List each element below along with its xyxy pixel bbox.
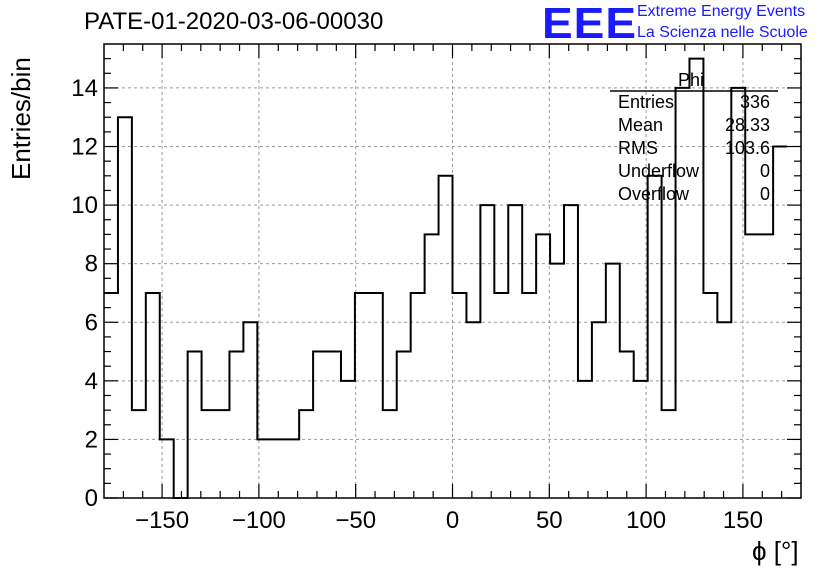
stats-row-value: 103.6 [724,138,770,158]
y-tick-label: 4 [85,368,98,395]
logo-line-1: Extreme Energy Events [637,3,806,20]
axis-ticks [104,44,801,499]
y-tick-label: 2 [85,426,98,453]
stats-row-value: 0 [759,161,770,181]
x-axis-label: ϕ [°] [752,536,799,566]
y-tick-label: 12 [71,134,98,161]
y-tick-label: 6 [85,309,98,336]
x-tick-label: 150 [723,507,763,534]
stats-row-label: Mean [618,115,664,135]
stats-row-label: RMS [618,138,658,158]
y-axis-label: Entries/bin [6,57,36,180]
stats-box-title: Phi [678,70,705,90]
stats-row-label: Overflow [618,184,690,204]
y-tick-label: 8 [85,251,98,278]
x-tick-label: 0 [446,507,459,534]
eee-logo-mark: EEE [542,0,638,48]
stats-row-label: Underflow [618,161,700,181]
histogram-series [104,57,788,499]
x-tick-label: −50 [335,507,376,534]
y-tick-label: 10 [71,192,98,219]
x-tick-label: 50 [536,507,563,534]
stats-row-value: 28.33 [724,115,770,135]
y-tick-label: 14 [71,75,98,102]
stats-row-label: Entries [618,92,675,112]
logo-line-2: La Scienza nelle Scuole [637,24,808,41]
x-tick-label: −150 [135,507,189,534]
axis-tick-labels: −150 −100 −50 0 50 100 150 0 2 4 6 8 10 12 14 [71,75,763,534]
stats-row-value: 0 [759,184,770,204]
x-tick-label: 100 [626,507,666,534]
stats-row-value: 336 [739,92,770,112]
y-tick-label: 0 [85,485,98,512]
chart-title: PATE-01-2020-03-06-00030 [84,8,384,35]
x-tick-label: −100 [232,507,286,534]
